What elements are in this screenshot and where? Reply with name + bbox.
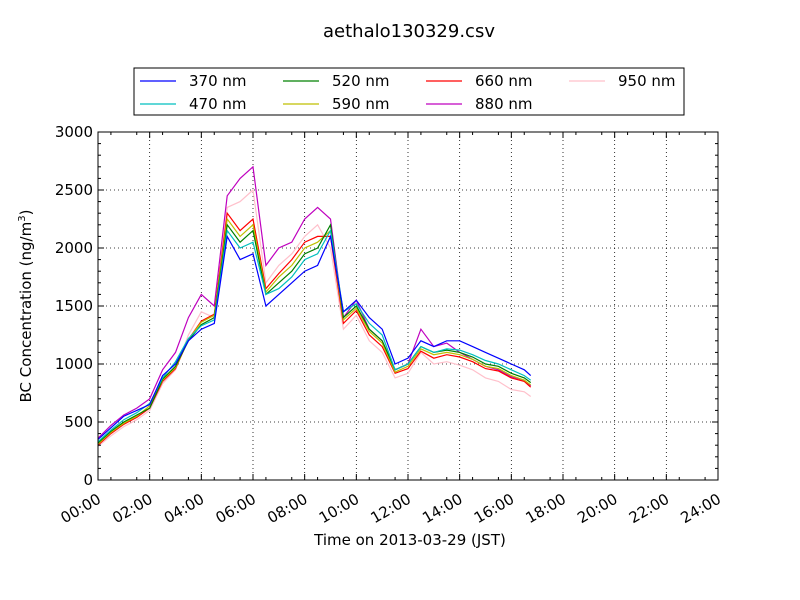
legend-label: 470 nm bbox=[189, 95, 247, 113]
x-tick-label: 14:00 bbox=[419, 490, 465, 527]
x-tick-label: 00:00 bbox=[58, 490, 104, 527]
y-tick-label: 3000 bbox=[55, 123, 93, 141]
legend-label: 520 nm bbox=[332, 72, 390, 90]
y-tick-label: 2000 bbox=[55, 239, 93, 257]
x-tick-label: 24:00 bbox=[678, 490, 724, 527]
y-tick-label: 0 bbox=[83, 471, 93, 489]
legend-box bbox=[133, 67, 685, 116]
legend-label: 950 nm bbox=[618, 72, 676, 90]
y-axis-label: BC Concentration (ng/m3) bbox=[17, 210, 35, 403]
series-line-520-nm bbox=[97, 222, 532, 444]
legend-label: 880 nm bbox=[475, 95, 533, 113]
x-tick-label: 04:00 bbox=[161, 490, 207, 527]
grid-lines bbox=[98, 132, 718, 480]
x-tick-label: 08:00 bbox=[264, 490, 310, 527]
x-tick-label: 20:00 bbox=[574, 490, 620, 527]
series-line-590-nm bbox=[97, 217, 532, 445]
series-line-950-nm bbox=[97, 188, 532, 447]
y-tick-label: 1500 bbox=[55, 297, 93, 315]
x-tick-label: 16:00 bbox=[471, 490, 517, 527]
series-line-880-nm bbox=[97, 165, 532, 439]
y-tick-label: 1000 bbox=[55, 355, 93, 373]
legend-label: 660 nm bbox=[475, 72, 533, 90]
legend-label: 370 nm bbox=[189, 72, 247, 90]
y-tick-label: 500 bbox=[64, 413, 93, 431]
x-tick-label: 02:00 bbox=[109, 490, 155, 527]
x-tick-label: 22:00 bbox=[626, 490, 672, 527]
series-line-660-nm bbox=[97, 211, 532, 446]
chart-title: aethalo130329.csv bbox=[323, 21, 495, 42]
series-line-370-nm bbox=[97, 234, 532, 440]
series-lines bbox=[97, 165, 532, 447]
x-tick-label: 12:00 bbox=[368, 490, 414, 527]
legend: 370 nm 470 nm 520 nm 590 nm 660 nm 880 nm 950 … bbox=[133, 67, 685, 116]
x-tick-label: 10:00 bbox=[316, 490, 362, 527]
y-tick-label: 2500 bbox=[55, 181, 93, 199]
x-tick-label: 06:00 bbox=[213, 490, 259, 527]
x-axis-label: Time on 2013-03-29 (JST) bbox=[313, 531, 506, 549]
legend-label: 590 nm bbox=[332, 95, 390, 113]
y-axis-label-superscript: 3 bbox=[17, 215, 28, 221]
x-tick-label: 18:00 bbox=[523, 490, 569, 527]
